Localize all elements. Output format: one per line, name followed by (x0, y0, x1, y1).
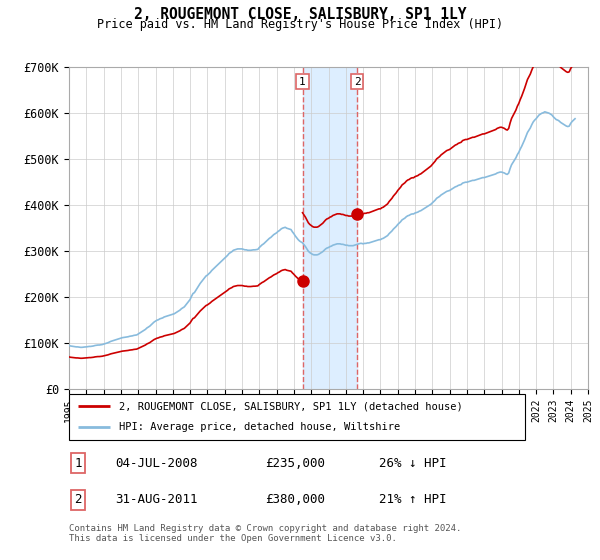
Text: 26% ↓ HPI: 26% ↓ HPI (379, 457, 446, 470)
Text: 2: 2 (354, 77, 361, 87)
Text: £380,000: £380,000 (265, 493, 325, 506)
Text: £235,000: £235,000 (265, 457, 325, 470)
Text: 04-JUL-2008: 04-JUL-2008 (115, 457, 198, 470)
Text: 31-AUG-2011: 31-AUG-2011 (115, 493, 198, 506)
Text: 1: 1 (299, 77, 306, 87)
Text: 2, ROUGEMONT CLOSE, SALISBURY, SP1 1LY (detached house): 2, ROUGEMONT CLOSE, SALISBURY, SP1 1LY (… (119, 401, 463, 411)
Text: Contains HM Land Registry data © Crown copyright and database right 2024.
This d: Contains HM Land Registry data © Crown c… (69, 524, 461, 543)
FancyBboxPatch shape (69, 394, 525, 440)
Bar (302, 67, 358, 389)
Text: HPI: Average price, detached house, Wiltshire: HPI: Average price, detached house, Wilt… (119, 422, 400, 432)
Text: 2, ROUGEMONT CLOSE, SALISBURY, SP1 1LY: 2, ROUGEMONT CLOSE, SALISBURY, SP1 1LY (134, 7, 466, 22)
Text: 1: 1 (74, 457, 82, 470)
Text: 21% ↑ HPI: 21% ↑ HPI (379, 493, 446, 506)
Text: 2: 2 (74, 493, 82, 506)
Text: Price paid vs. HM Land Registry's House Price Index (HPI): Price paid vs. HM Land Registry's House … (97, 18, 503, 31)
